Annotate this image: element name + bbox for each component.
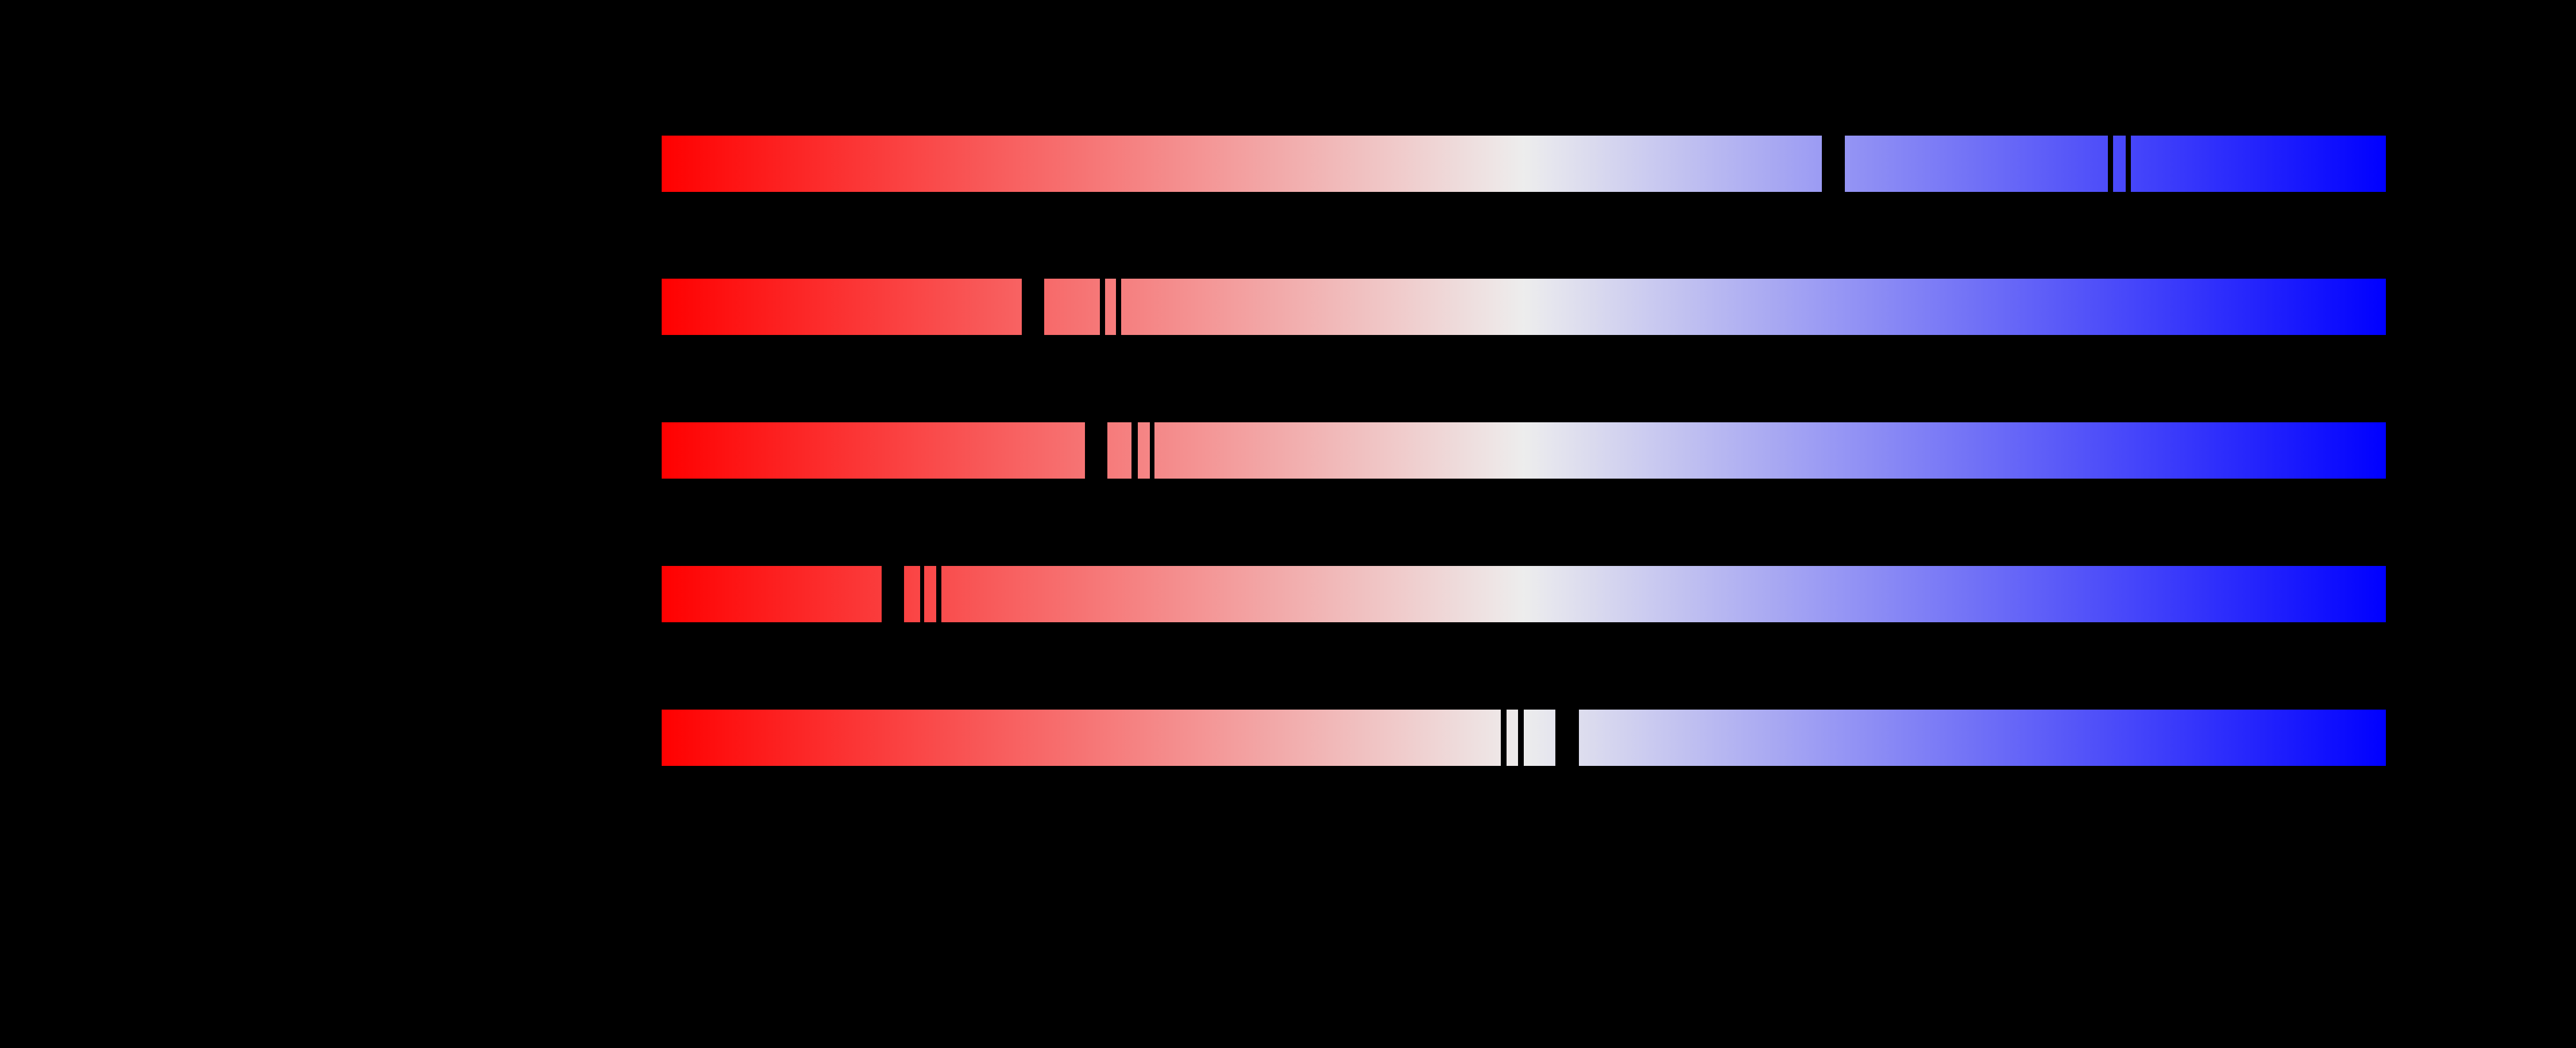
colorbar-marker-5-1: [1501, 710, 1507, 766]
colorbar-strip-1: [662, 136, 2386, 192]
colorbar-marker-4-2: [920, 566, 924, 622]
colorbar-marker-5-3: [1555, 710, 1579, 766]
colorbar-gradient: [662, 422, 2386, 479]
colorbar-marker-4-1: [882, 566, 905, 622]
colorbar-marker-2-1: [1022, 279, 1045, 335]
colorbar-strip-5: [662, 710, 2386, 766]
colorbar-gradient: [662, 566, 2386, 622]
colorbar-marker-3-1: [1084, 422, 1107, 479]
colorbar-marker-3-2: [1131, 422, 1138, 479]
colorbar-gradient: [662, 136, 2386, 192]
colorbar-marker-1-1: [1822, 136, 1845, 192]
colorbar-marker-3-3: [1150, 422, 1154, 479]
colorbar-strip-3: [662, 422, 2386, 479]
colorbar-marker-1-2: [2108, 136, 2114, 192]
colorbar-marker-1-3: [2125, 136, 2131, 192]
colorbar-gradient: [662, 279, 2386, 335]
colorbar-strip-2: [662, 279, 2386, 335]
colorbar-marker-2-2: [1099, 279, 1105, 335]
colorbar-gradient: [662, 710, 2386, 766]
colorbar-marker-4-3: [936, 566, 941, 622]
colorbar-strip-4: [662, 566, 2386, 622]
colorbar-marker-5-2: [1518, 710, 1524, 766]
colorbar-marker-2-3: [1116, 279, 1122, 335]
